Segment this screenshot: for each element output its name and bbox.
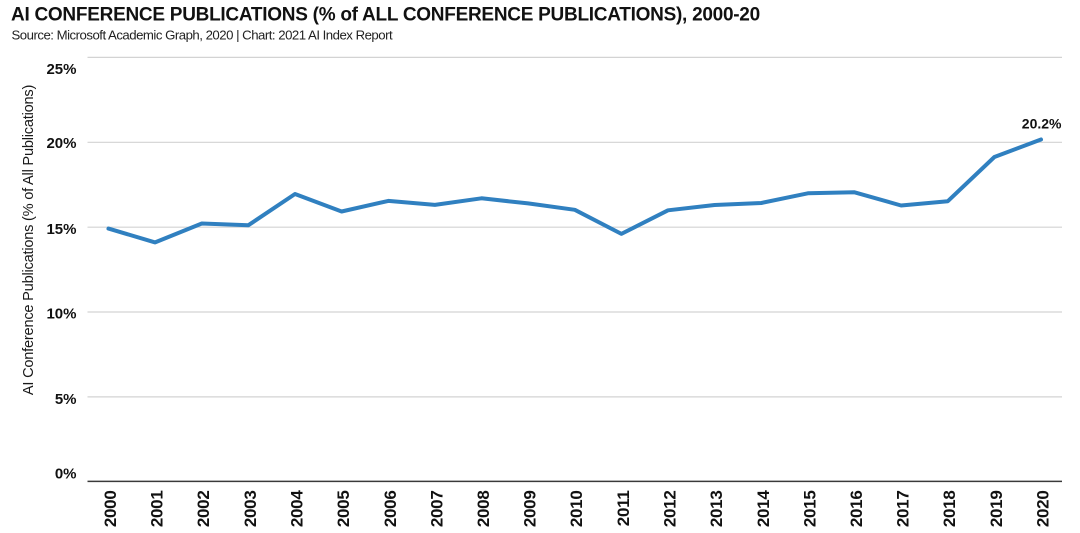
svg-text:2000: 2000 bbox=[101, 491, 120, 528]
svg-text:2020: 2020 bbox=[1034, 491, 1053, 528]
svg-text:2019: 2019 bbox=[987, 491, 1006, 528]
svg-text:AI CONFERENCE PUBLICATIONS (%: AI CONFERENCE PUBLICATIONS (% of ALL CON… bbox=[11, 5, 760, 26]
svg-text:2001: 2001 bbox=[148, 491, 167, 528]
svg-text:2009: 2009 bbox=[521, 491, 540, 528]
svg-text:20.2%: 20.2% bbox=[1022, 116, 1062, 132]
svg-text:2017: 2017 bbox=[894, 491, 913, 528]
svg-text:AI Conference Publications (%: AI Conference Publications (% of All Pub… bbox=[21, 85, 37, 395]
svg-text:25%: 25% bbox=[46, 61, 76, 78]
svg-text:0%: 0% bbox=[55, 466, 77, 483]
svg-text:2006: 2006 bbox=[381, 491, 400, 528]
svg-text:2015: 2015 bbox=[800, 491, 819, 528]
svg-text:2013: 2013 bbox=[707, 491, 726, 528]
svg-text:2008: 2008 bbox=[474, 491, 493, 528]
svg-text:10%: 10% bbox=[46, 306, 76, 323]
svg-text:2005: 2005 bbox=[334, 491, 353, 528]
svg-text:20%: 20% bbox=[46, 135, 76, 152]
svg-text:2004: 2004 bbox=[288, 490, 307, 527]
svg-text:2014: 2014 bbox=[754, 490, 773, 527]
svg-text:2003: 2003 bbox=[241, 491, 260, 528]
svg-text:Source: Microsoft Academic Gra: Source: Microsoft Academic Graph, 2020 |… bbox=[12, 27, 393, 42]
svg-text:2012: 2012 bbox=[661, 491, 680, 528]
svg-text:5%: 5% bbox=[55, 391, 77, 408]
svg-text:2011: 2011 bbox=[614, 491, 633, 527]
svg-text:2002: 2002 bbox=[194, 491, 213, 528]
svg-text:2018: 2018 bbox=[940, 491, 959, 528]
svg-text:2016: 2016 bbox=[847, 491, 866, 528]
svg-text:15%: 15% bbox=[46, 221, 76, 238]
svg-text:2010: 2010 bbox=[567, 491, 586, 528]
svg-text:2007: 2007 bbox=[427, 491, 446, 528]
